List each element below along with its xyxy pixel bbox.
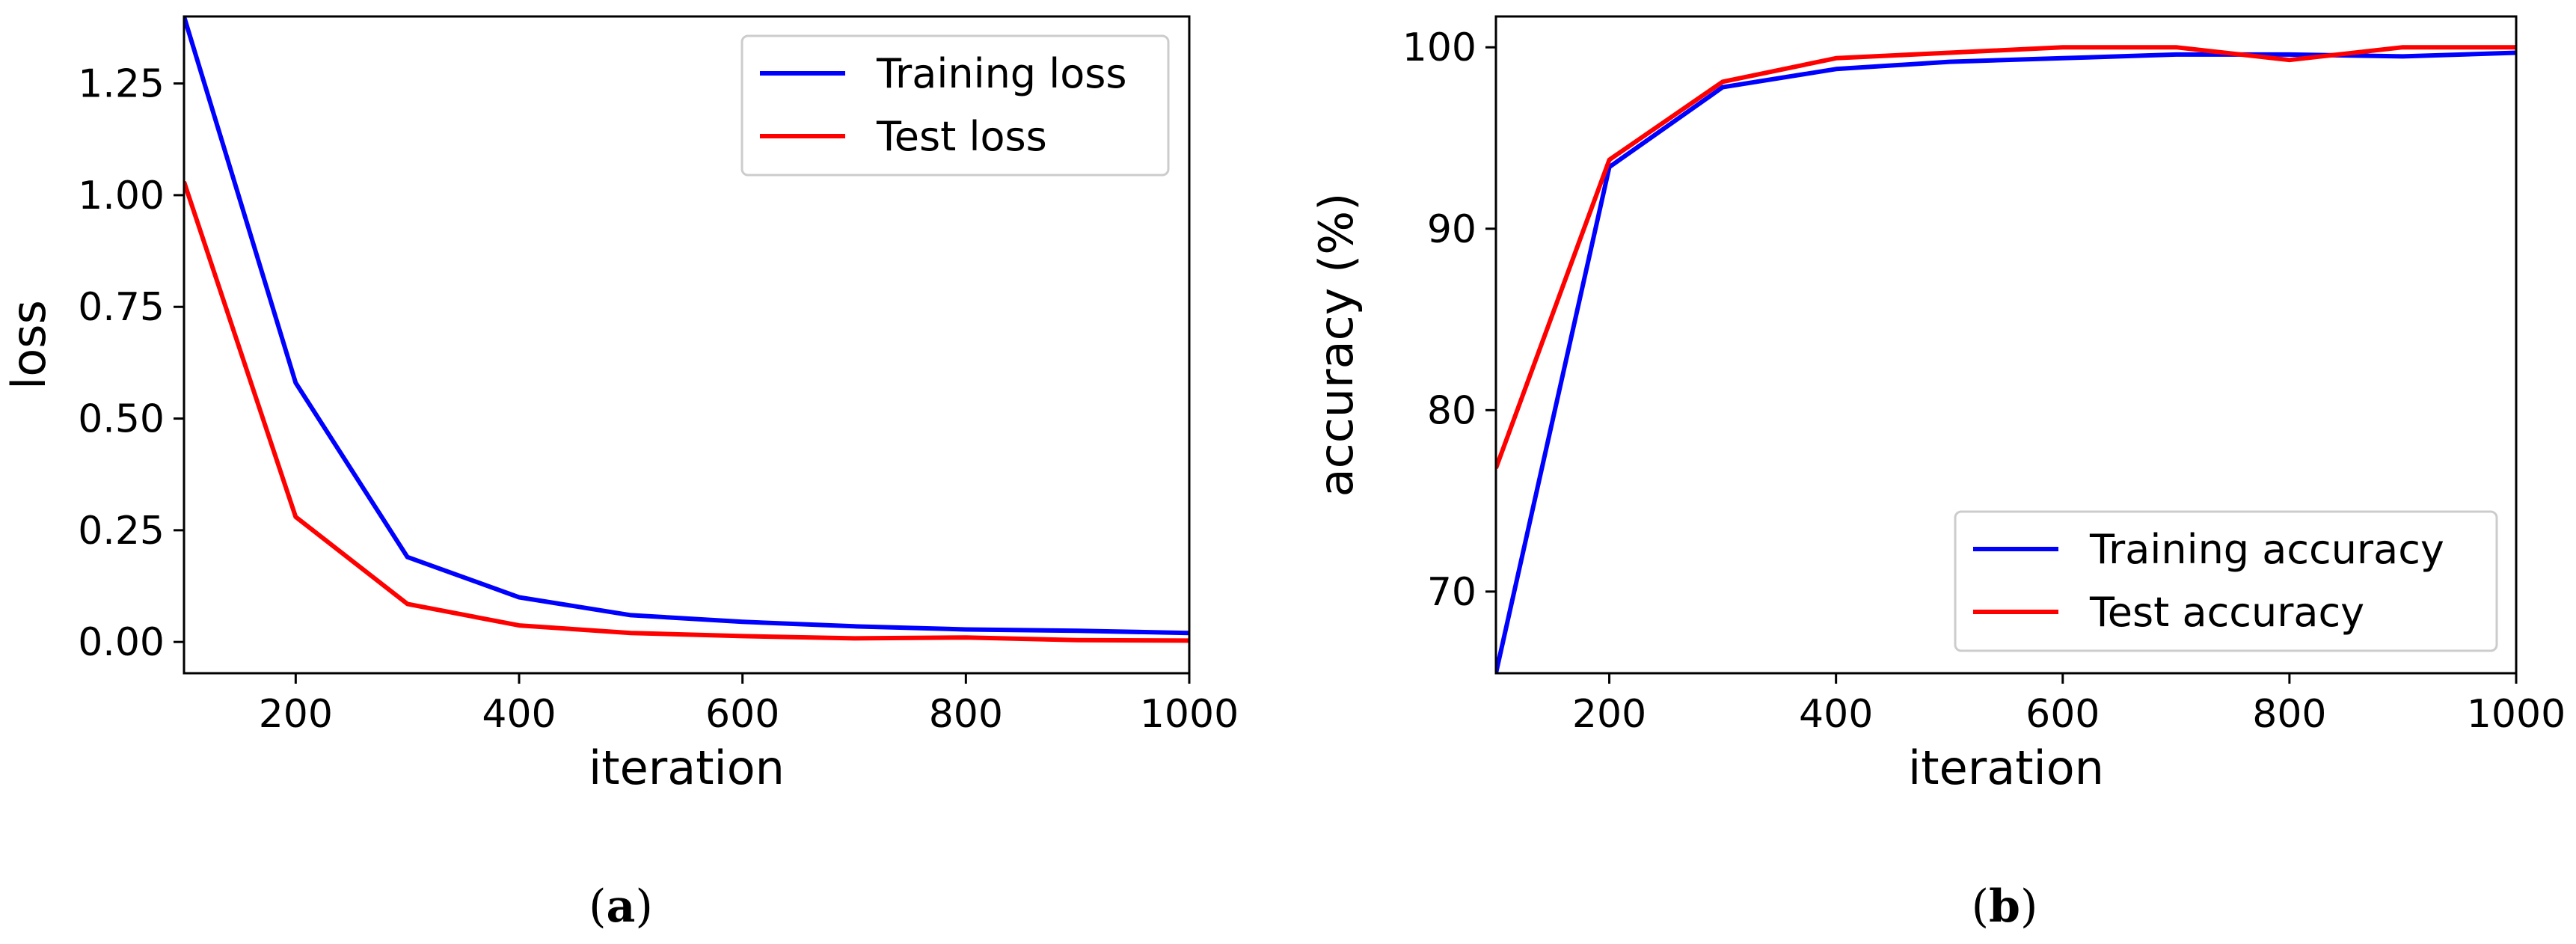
b-series-line-test-accuracy xyxy=(1496,45,2516,469)
b-y-axis-label: accuracy (%) xyxy=(1309,193,1364,497)
a-legend-box xyxy=(740,34,1170,177)
chart-b-accuracy: 200 400 600 800 1000 70 80 90 100 iteration accura… xyxy=(1309,15,2566,933)
a-y-tick-label: 1.25 xyxy=(78,62,165,107)
b-x-tick-label: 400 xyxy=(1799,692,1873,737)
b-x-tick-label: 1000 xyxy=(2467,692,2566,737)
a-legend-label: Test loss xyxy=(876,113,1047,160)
a-y-axis-label: loss xyxy=(1,300,56,390)
a-y-tick-label: 1.00 xyxy=(78,174,165,218)
a-series-line-test-loss xyxy=(184,181,1189,643)
b-caption-close-paren: ) xyxy=(2020,880,2037,933)
a-caption-letter: a xyxy=(607,880,636,933)
b-plot-frame xyxy=(1494,15,2518,675)
b-y-tick-label: 100 xyxy=(1402,25,1476,70)
a-x-tick-label: 200 xyxy=(259,692,333,737)
b-panel-caption: (b) xyxy=(1972,880,2038,933)
b-caption-open-paren: ( xyxy=(1972,880,1989,933)
a-x-tick-label: 600 xyxy=(705,692,779,737)
a-x-axis-label: iteration xyxy=(589,741,785,795)
a-y-tick-label: 0.50 xyxy=(78,397,165,442)
b-y-tick-label: 70 xyxy=(1427,570,1476,615)
b-x-axis-label: iteration xyxy=(1908,741,2104,795)
b-caption-letter: b xyxy=(1989,880,2020,933)
b-legend-box xyxy=(1954,510,2498,652)
b-legend-label: Training accuracy xyxy=(2089,526,2444,573)
chart-a-loss: 200 400 600 800 1000 0.00 0.25 0.50 0.75 1.00 1.25… xyxy=(1,15,1239,933)
a-panel-caption: (a) xyxy=(589,880,653,933)
b-x-tick-label: 600 xyxy=(2025,692,2100,737)
b-y-tick-label: 90 xyxy=(1427,207,1476,252)
a-caption-close-paren: ) xyxy=(635,880,652,933)
b-x-tick-label: 200 xyxy=(1572,692,1646,737)
b-legend-label: Test accuracy xyxy=(2089,589,2364,636)
b-y-tick-label: 80 xyxy=(1427,388,1476,433)
a-plot-frame xyxy=(183,15,1191,675)
a-y-tick-label: 0.75 xyxy=(78,285,165,330)
a-x-tick-label: 1000 xyxy=(1140,692,1239,737)
a-x-tick-label: 800 xyxy=(929,692,1003,737)
a-legend-label: Training loss xyxy=(876,50,1127,97)
a-caption-open-paren: ( xyxy=(589,880,606,933)
b-x-tick-label: 800 xyxy=(2252,692,2326,737)
a-x-tick-label: 400 xyxy=(482,692,556,737)
a-series-line-training-loss xyxy=(184,16,1189,636)
a-y-tick-label: 0.25 xyxy=(78,509,165,554)
a-y-tick-label: 0.00 xyxy=(78,620,165,665)
